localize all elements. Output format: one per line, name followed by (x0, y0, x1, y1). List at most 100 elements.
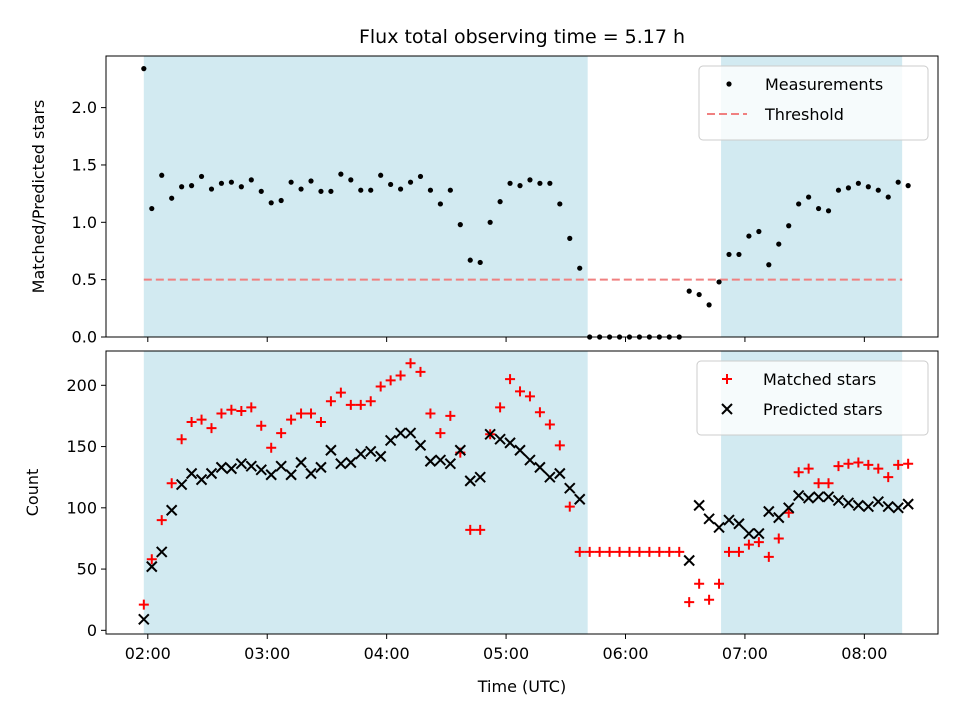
legend: Measurements Threshold (698, 65, 929, 141)
data-point (395, 370, 406, 381)
x-tick-label: 03:00 (244, 644, 290, 663)
data-point (903, 458, 914, 469)
data-point (835, 187, 842, 193)
legend-box (696, 360, 929, 436)
data-point (166, 478, 177, 489)
data-point (766, 262, 772, 268)
data-point (404, 427, 417, 439)
data-point (335, 458, 347, 470)
data-point (534, 461, 546, 474)
data-point (806, 194, 812, 200)
data-point (773, 533, 784, 544)
data-point (577, 265, 583, 271)
data-point (634, 546, 645, 557)
data-point (495, 402, 506, 413)
data-point (557, 201, 563, 207)
data-point (895, 179, 901, 185)
data-point (141, 66, 147, 72)
data-point (318, 188, 324, 194)
y-tick-label: 1.5 (72, 155, 97, 174)
legend-label: Matched stars (763, 370, 876, 389)
data-point (883, 472, 894, 483)
data-point (424, 455, 437, 467)
data-point (427, 187, 434, 193)
y-tick-label: 50 (77, 560, 97, 579)
data-point (815, 205, 822, 212)
data-point (756, 228, 762, 235)
data-point (786, 223, 792, 229)
data-point (215, 461, 228, 474)
data-point (594, 546, 605, 557)
data-point (474, 471, 486, 483)
data-point (245, 460, 258, 472)
data-point (497, 199, 503, 205)
data-point (228, 179, 234, 185)
data-point (447, 187, 453, 193)
data-point (246, 402, 257, 413)
data-point (325, 396, 336, 407)
data-point (467, 257, 473, 263)
data-point (355, 448, 367, 460)
data-point (414, 439, 427, 452)
data-point (527, 177, 533, 183)
data-point (434, 454, 447, 466)
data-point (169, 195, 175, 201)
data-point (694, 578, 705, 589)
data-point (445, 410, 456, 421)
data-point (374, 450, 387, 463)
data-point (773, 511, 785, 524)
data-point (743, 527, 755, 540)
data-point (268, 200, 274, 206)
data-point (654, 546, 665, 557)
data-point (604, 546, 615, 557)
data-point (845, 185, 852, 191)
data-point (278, 197, 284, 204)
data-point (159, 172, 165, 178)
data-point (188, 183, 195, 189)
data-point (863, 459, 874, 470)
data-point (537, 180, 543, 186)
data-point (793, 467, 804, 478)
data-point (703, 513, 715, 525)
data-point (905, 183, 911, 189)
data-point (457, 222, 463, 228)
data-point (706, 302, 712, 308)
data-point (823, 478, 834, 489)
legend-label: Measurements (765, 75, 883, 94)
data-point (235, 458, 248, 470)
data-point (733, 518, 745, 530)
data-point (733, 546, 744, 557)
data-point (885, 194, 891, 200)
data-point (783, 507, 794, 518)
data-point (686, 288, 692, 294)
data-point (664, 546, 675, 557)
data-point (454, 444, 467, 456)
data-point (338, 171, 344, 177)
data-point (425, 408, 436, 419)
shaded-interval (143, 56, 588, 337)
y-tick-label: 0 (87, 621, 97, 640)
data-point (355, 399, 366, 410)
data-point (524, 391, 535, 402)
series-predicted-stars (138, 427, 914, 626)
data-point (415, 366, 426, 377)
data-point (375, 381, 386, 392)
data-point (716, 279, 722, 285)
y-tick-label: 2.0 (72, 98, 97, 117)
data-point (296, 408, 307, 419)
data-point (258, 188, 264, 194)
data-point (265, 469, 277, 481)
data-point (208, 186, 215, 192)
data-point (465, 524, 476, 535)
data-point (185, 467, 198, 480)
data-point (365, 445, 377, 458)
data-point (365, 396, 376, 407)
data-point (407, 179, 414, 185)
data-point (624, 546, 635, 557)
data-point (872, 495, 884, 508)
x-tick-label: 02:00 (125, 644, 171, 663)
legend-label: Predicted stars (763, 400, 883, 419)
x-axis-label: Time (UTC) (477, 677, 566, 696)
data-point (726, 251, 732, 258)
